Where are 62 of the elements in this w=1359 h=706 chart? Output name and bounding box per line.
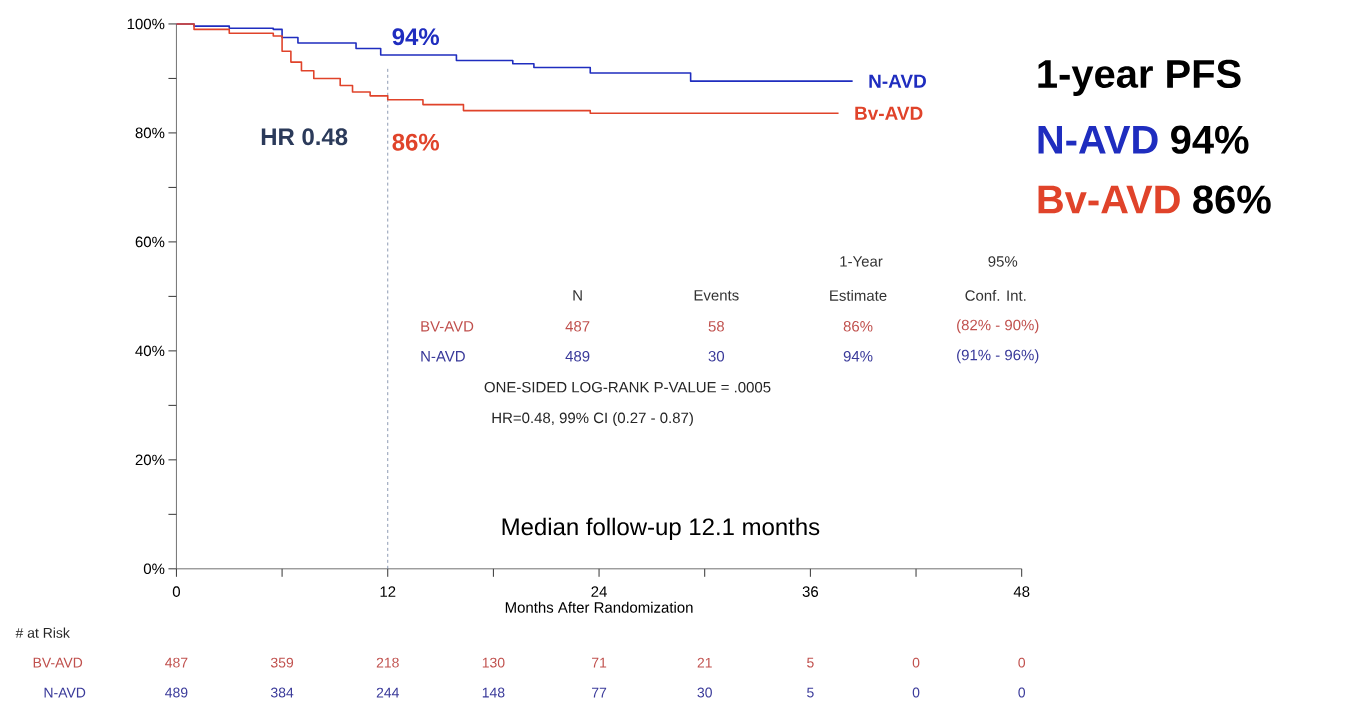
text: 384 (270, 687, 294, 698)
annotation: Events (694, 290, 739, 301)
text: BV-AVD (33, 658, 83, 668)
annotation: 86% (392, 133, 440, 151)
text: 0 (912, 657, 920, 668)
text: 359 (270, 657, 294, 668)
text: 77 (592, 687, 607, 698)
text: 21 (697, 657, 712, 668)
annotation: HR 0.48 (261, 128, 348, 146)
annotation: (82% - 90%) (957, 319, 1039, 334)
text: 0 (1018, 657, 1026, 668)
x-tick-label: 24 (591, 586, 607, 597)
annotation: BV-AVD (421, 321, 474, 332)
text: Bv-AVD (1038, 186, 1180, 214)
x-tick-label: 12 (380, 586, 396, 597)
x-tick-label: 36 (802, 586, 819, 598)
text: 5 (807, 657, 814, 668)
annotation: N-AVD (421, 351, 465, 362)
annotation: 30 (708, 351, 725, 362)
text: 0 (912, 687, 920, 698)
text: 30 (697, 687, 712, 698)
annotation: 487 (565, 321, 590, 332)
text: N-AVD (44, 687, 86, 698)
text: 489 (165, 687, 188, 698)
annotation: 86% (843, 321, 873, 332)
text: 1-year PFS (1038, 59, 1241, 97)
annotation: 95% (988, 256, 1018, 267)
y-tick-label: 100% (127, 18, 165, 30)
text: 0 (1018, 687, 1026, 698)
series-label: N-AVD (869, 74, 926, 88)
annotation: HR=0.48, 99% CI (0.27 - 0.87) (492, 412, 693, 427)
series-label: Bv-AVD (855, 107, 923, 121)
annotation: ONE-SIDED LOG-RANK P-VALUE = .0005 (484, 382, 771, 393)
text: 487 (165, 657, 188, 668)
y-tick-label: 80% (135, 127, 165, 139)
annotation: Median follow-up 12.1 months (502, 517, 820, 541)
y-tick-label: 0% (143, 563, 165, 575)
annotation: Estimate (830, 290, 887, 302)
text: N-AVD (1038, 126, 1158, 154)
text: 86% (1193, 185, 1271, 214)
text: 5 (807, 687, 814, 698)
x-axis-title: Months After Randomization (505, 602, 693, 613)
annotation: 94% (843, 351, 873, 362)
annotation: Conf. Int. (965, 290, 1026, 302)
x-tick-label: 0 (172, 586, 180, 598)
text: 148 (482, 687, 505, 698)
annotation: 489 (565, 351, 590, 362)
text: 94% (1171, 125, 1249, 155)
x-tick-label: 48 (1013, 586, 1030, 598)
text: 244 (376, 687, 399, 698)
annotation: 1-Year (840, 256, 883, 267)
y-tick-label: 40% (135, 345, 165, 357)
text: 71 (592, 658, 607, 668)
text: 130 (482, 657, 505, 668)
y-tick-label: 20% (135, 454, 165, 466)
text: # at Risk (15, 627, 70, 639)
annotation: 58 (708, 321, 724, 332)
annotation: (91% - 96%) (957, 349, 1039, 364)
annotation: N (573, 290, 582, 301)
annotation: 94% (392, 28, 440, 46)
y-tick-label: 60% (135, 236, 165, 248)
text: 218 (376, 657, 399, 668)
